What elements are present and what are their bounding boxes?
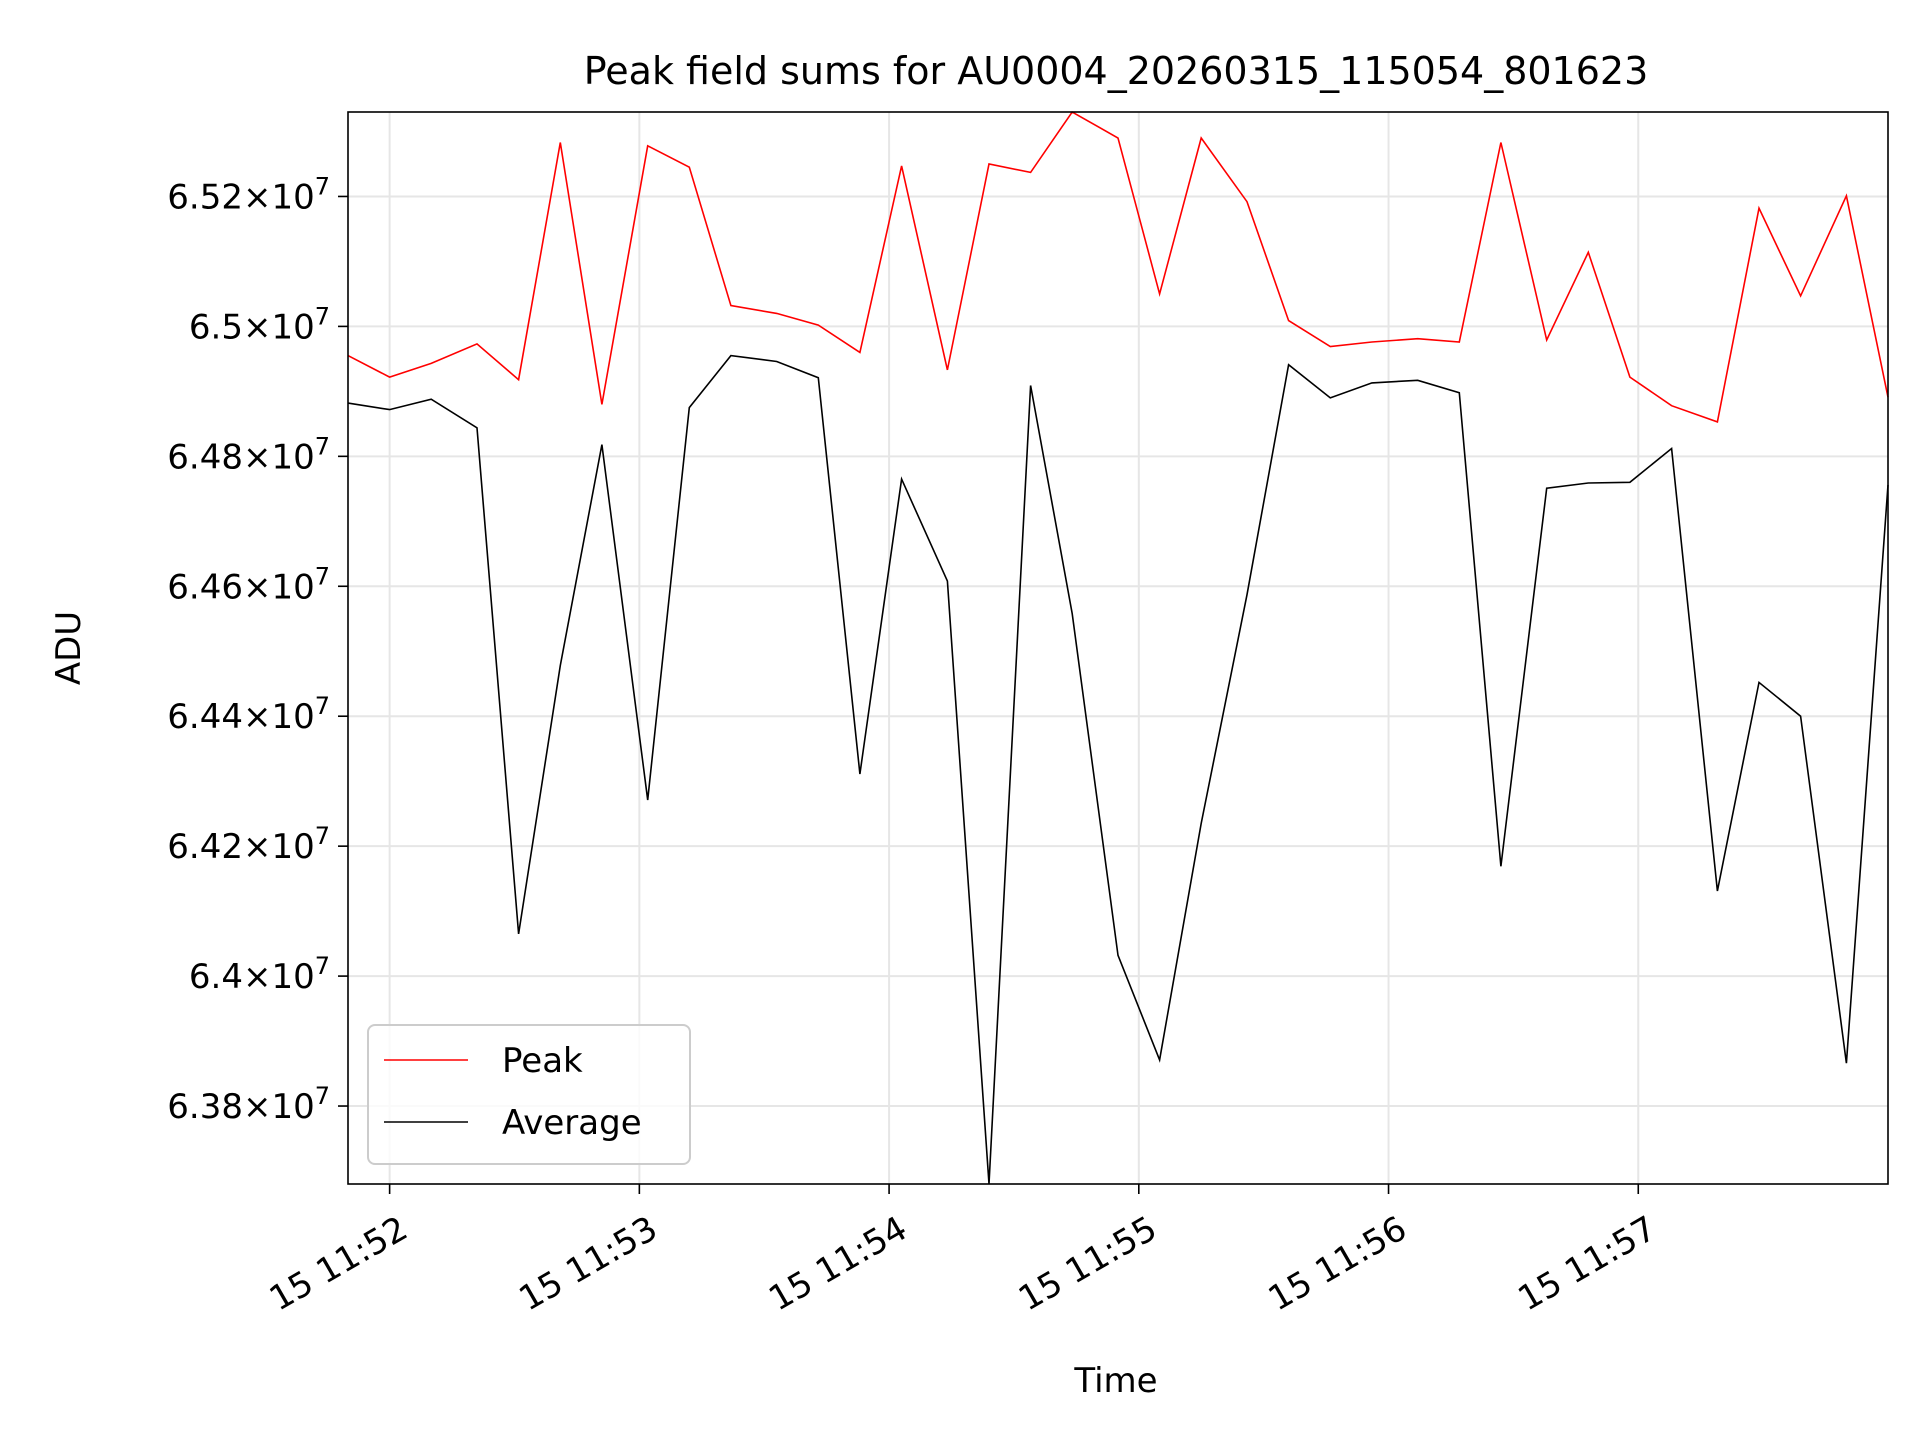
legend-label-average: Average bbox=[502, 1103, 642, 1143]
legend-label-peak: Peak bbox=[502, 1041, 583, 1081]
y-axis: 6.38×107 6.4×107 6.42×107 6.44×107 6.46×107 6… bbox=[167, 172, 348, 1127]
grid bbox=[348, 112, 1888, 1184]
y-tick-label: 6.5×107 bbox=[189, 302, 330, 347]
y-tick-label: 6.52×107 bbox=[167, 172, 330, 217]
y-tick-label: 6.48×107 bbox=[167, 432, 330, 477]
legend: Peak Average bbox=[367, 1024, 691, 1165]
plot-area-background bbox=[348, 112, 1888, 1184]
y-axis-label: ADU bbox=[49, 611, 89, 685]
y-tick-label: 6.38×107 bbox=[167, 1082, 330, 1127]
x-axis-label: Time bbox=[1073, 1361, 1157, 1401]
series-line-average bbox=[347, 354, 1889, 1185]
series-line-peak bbox=[347, 110, 1889, 423]
y-tick-label: 6.44×107 bbox=[167, 692, 330, 737]
plot-frame bbox=[347, 111, 1889, 1185]
y-tick-label: 6.42×107 bbox=[167, 822, 330, 867]
series-layer bbox=[347, 110, 1889, 1185]
y-tick-label: 6.46×107 bbox=[167, 562, 330, 607]
chart-title: Peak field sums for AU0004_20260315_1150… bbox=[584, 49, 1649, 93]
y-tick-label: 6.4×107 bbox=[189, 952, 330, 997]
